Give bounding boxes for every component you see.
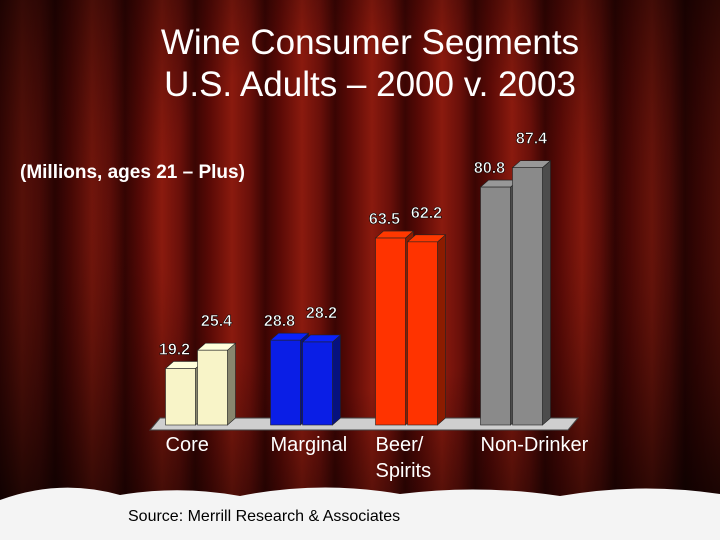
bar-side [542, 159, 551, 426]
bar-side [437, 234, 446, 426]
bar [197, 349, 228, 426]
value-label: 19.2 [159, 341, 190, 358]
chart-floor [148, 417, 580, 431]
value-label: 80.8 [474, 160, 505, 177]
chart-subtitle: (Millions, ages 21 – Plus) [20, 162, 245, 183]
value-label: 62.2 [411, 205, 442, 222]
value-label: 28.8 [264, 313, 295, 330]
bar [270, 339, 301, 426]
x-tick-label: Non-Drinker [480, 434, 589, 456]
value-label: 25.4 [201, 313, 232, 330]
bar-side [227, 342, 236, 426]
x-tick-label: Core [165, 434, 209, 456]
bar [375, 237, 406, 426]
bar [512, 167, 543, 426]
bar [165, 368, 196, 426]
bar-side [332, 334, 341, 426]
chart-title: Wine Consumer Segments U.S. Adults – 200… [160, 23, 580, 104]
floor-band [0, 487, 720, 540]
value-label: 28.2 [306, 305, 337, 322]
bar [302, 341, 333, 426]
x-tick-label: Beer/ Spirits [375, 434, 432, 482]
bar [407, 241, 438, 426]
value-label: 63.5 [369, 211, 400, 228]
source-note: Source: Merrill Research & Associates [128, 508, 401, 525]
value-label: 87.4 [516, 131, 547, 148]
x-tick-label: Marginal [270, 434, 348, 456]
bar [480, 186, 511, 426]
